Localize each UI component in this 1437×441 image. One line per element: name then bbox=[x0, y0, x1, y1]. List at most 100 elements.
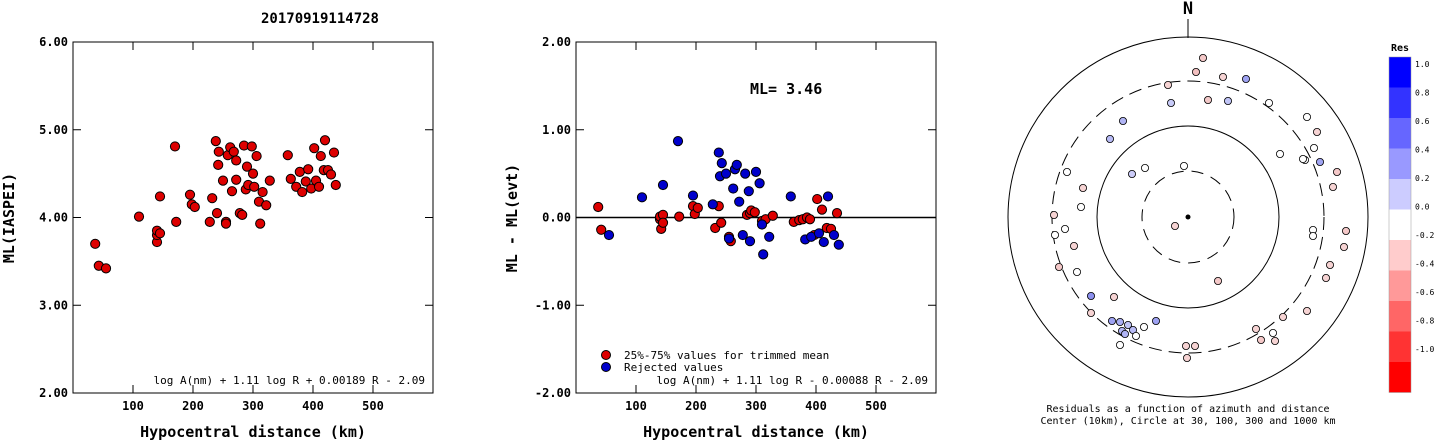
residual-point bbox=[1108, 316, 1117, 325]
colorbar-label: -0.8 bbox=[1415, 317, 1434, 326]
y-tick-label: 5.00 bbox=[39, 123, 68, 137]
data-point bbox=[833, 239, 844, 250]
residual-point bbox=[1214, 276, 1223, 285]
y-tick-label: -1.00 bbox=[535, 298, 571, 312]
residual-point bbox=[1192, 68, 1201, 77]
data-point bbox=[171, 216, 182, 227]
data-point bbox=[764, 231, 775, 242]
colorbar-label: -0.6 bbox=[1415, 288, 1434, 297]
x-tick-label: 200 bbox=[685, 399, 707, 413]
data-point bbox=[211, 208, 223, 219]
circle-100km bbox=[1096, 125, 1280, 309]
legend-label-rejected: Rejected values bbox=[624, 361, 723, 374]
data-point bbox=[674, 211, 685, 222]
data-point bbox=[828, 229, 840, 241]
data-point bbox=[593, 201, 604, 213]
residual-point bbox=[1087, 291, 1096, 300]
data-point bbox=[813, 228, 825, 239]
residual-point bbox=[1333, 167, 1342, 176]
residual-point bbox=[1309, 231, 1318, 240]
residual-point bbox=[1182, 341, 1191, 350]
residual-point bbox=[1269, 328, 1278, 337]
data-point bbox=[246, 141, 257, 152]
residual-point bbox=[1079, 183, 1088, 192]
y-axis-label: ML - ML(evt) bbox=[503, 164, 521, 272]
residual-point bbox=[1152, 316, 1161, 325]
residual-point bbox=[1119, 117, 1128, 126]
legend-label-trimmed: 25%-75% values for trimmed mean bbox=[624, 349, 829, 362]
north-label: N bbox=[1183, 0, 1193, 19]
y-tick-label: 2.00 bbox=[39, 386, 68, 400]
data-point bbox=[754, 178, 765, 189]
legend-marker-trimmed bbox=[601, 350, 611, 360]
data-point bbox=[228, 146, 239, 157]
residual-point bbox=[1257, 335, 1266, 344]
data-point bbox=[154, 191, 166, 202]
data-point bbox=[319, 135, 331, 146]
x-tick-label: 100 bbox=[625, 399, 647, 413]
y-tick-label: 3.00 bbox=[39, 298, 68, 312]
data-point bbox=[237, 209, 248, 220]
residual-point bbox=[1199, 54, 1208, 63]
caption-line-1: Residuals as a function of azimuth and d… bbox=[1047, 404, 1330, 415]
data-point bbox=[257, 186, 268, 198]
data-point bbox=[737, 229, 748, 241]
residual-point bbox=[1313, 127, 1322, 136]
center-marker bbox=[1185, 214, 1191, 220]
colorbar-cell bbox=[1389, 118, 1411, 149]
data-point bbox=[758, 249, 769, 260]
residual-point bbox=[1077, 202, 1086, 211]
data-point bbox=[750, 166, 762, 177]
residual-point bbox=[1329, 182, 1338, 191]
data-point bbox=[687, 190, 699, 201]
residual-point bbox=[1265, 99, 1274, 108]
colorbar-cell bbox=[1389, 57, 1411, 88]
data-point bbox=[213, 159, 224, 170]
data-point bbox=[255, 218, 266, 229]
data-point bbox=[133, 211, 145, 222]
y-tick-label: 1.00 bbox=[542, 123, 571, 137]
data-point bbox=[100, 263, 112, 274]
y-axis-label: ML(IASPEI) bbox=[0, 173, 18, 263]
residual-point bbox=[1167, 99, 1176, 108]
residual-point bbox=[1242, 75, 1251, 84]
residual-point bbox=[1224, 97, 1233, 106]
colorbar-cell bbox=[1389, 148, 1411, 179]
residual-point bbox=[1110, 292, 1119, 301]
data-point bbox=[822, 191, 834, 202]
data-point bbox=[184, 189, 196, 200]
data-point bbox=[713, 147, 724, 158]
circle-30km bbox=[1141, 170, 1235, 264]
data-point bbox=[723, 233, 735, 244]
data-point bbox=[90, 238, 101, 249]
residual-point bbox=[1316, 157, 1325, 166]
colorbar-cell bbox=[1389, 270, 1411, 301]
y-tick-label: 4.00 bbox=[39, 211, 68, 225]
data-point bbox=[303, 164, 314, 175]
data-point bbox=[818, 236, 829, 248]
data-point bbox=[213, 146, 224, 157]
colorbar-label: 0.6 bbox=[1415, 117, 1430, 126]
residual-point bbox=[1252, 324, 1261, 333]
data-point bbox=[731, 159, 742, 170]
data-point bbox=[204, 216, 215, 227]
colorbar-label: -1.0 bbox=[1415, 345, 1434, 354]
data-point bbox=[672, 136, 684, 147]
data-point bbox=[297, 186, 308, 198]
residual-point bbox=[1141, 163, 1150, 172]
residual-point bbox=[1310, 143, 1319, 152]
data-point bbox=[249, 181, 260, 192]
data-point bbox=[596, 224, 607, 235]
y-tick-label: 2.00 bbox=[542, 35, 571, 49]
data-point bbox=[767, 210, 778, 221]
colorbar-label: 1.0 bbox=[1415, 60, 1430, 69]
data-point bbox=[207, 193, 218, 204]
colorbar-cell bbox=[1389, 209, 1411, 240]
residual-point bbox=[1322, 273, 1331, 282]
data-point bbox=[636, 192, 648, 203]
data-point bbox=[294, 166, 305, 177]
x-tick-label: 400 bbox=[805, 399, 827, 413]
data-point bbox=[241, 161, 253, 172]
x-tick-label: 400 bbox=[302, 399, 324, 413]
residual-point bbox=[1326, 260, 1335, 269]
